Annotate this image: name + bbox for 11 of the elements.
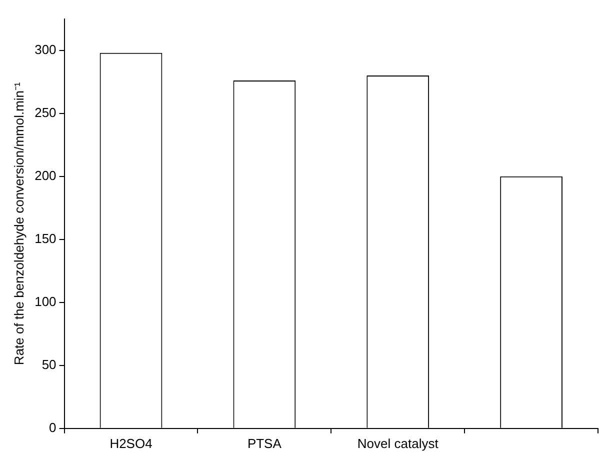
y-tick-label: 0 — [49, 420, 56, 435]
x-tick-label: PTSA — [247, 436, 282, 451]
y-tick-label: 300 — [34, 42, 56, 57]
y-tick-label: 250 — [34, 104, 56, 120]
y-tick-label: 100 — [34, 294, 56, 309]
y-axis-title: Rate of the benzoldehyde conversion/mmol.min⁻¹ — [11, 81, 26, 366]
x-tick-label: H2SO4 — [110, 436, 152, 451]
x-tick-label: Novel catalyst — [357, 436, 439, 451]
y-tick-label: 200 — [34, 168, 56, 183]
y-tick-label: 150 — [34, 230, 56, 246]
y-tick-label: 50 — [42, 356, 56, 372]
